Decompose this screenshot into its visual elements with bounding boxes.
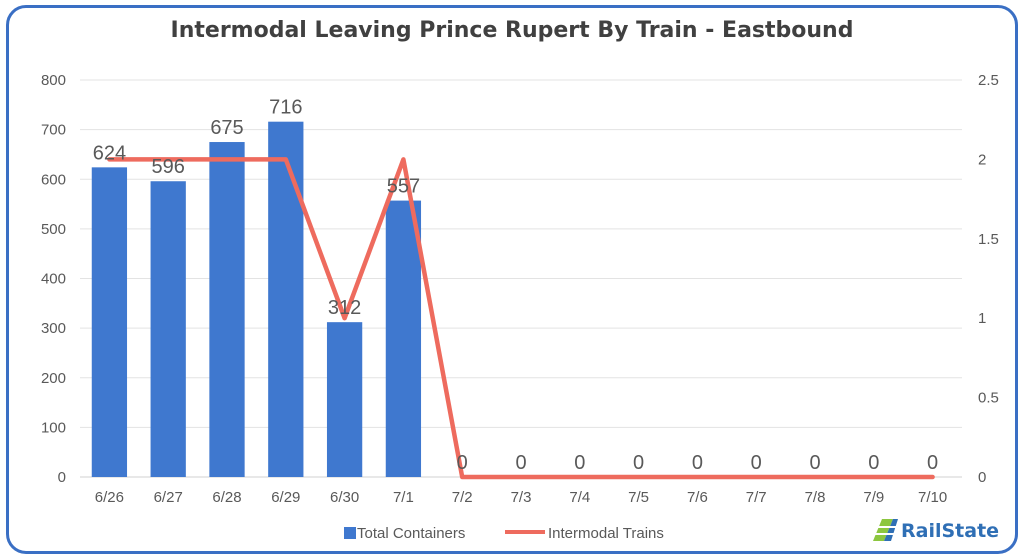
- y-left-tick-label: 100: [41, 419, 66, 436]
- line-point: [108, 158, 110, 160]
- line-point: [402, 158, 404, 160]
- legend-label-total-containers: Total Containers: [357, 525, 465, 542]
- data-label: 0: [633, 452, 644, 474]
- x-tick-label: 7/9: [863, 489, 884, 506]
- data-label: 0: [927, 452, 938, 474]
- data-label: 0: [809, 452, 820, 474]
- railstate-logo-icon: [873, 519, 898, 541]
- data-label: 0: [692, 452, 703, 474]
- y-axis-right: 0 0.5 1 1.5 2 2.5: [978, 72, 999, 486]
- line-point: [696, 476, 698, 478]
- x-tick-label: 7/6: [687, 489, 708, 506]
- line-point: [638, 476, 640, 478]
- line-point: [461, 476, 463, 478]
- x-tick-label: 7/8: [805, 489, 826, 506]
- x-axis: 6/26 6/27 6/28 6/29 6/30 7/1 7/2 7/3 7/4 7/5 7/6 7/…: [95, 489, 947, 506]
- data-label: 0: [457, 452, 468, 474]
- data-label: 716: [269, 97, 302, 119]
- x-tick-label: 6/30: [330, 489, 359, 506]
- x-tick-label: 7/2: [452, 489, 473, 506]
- line-point: [344, 317, 346, 319]
- y-right-tick-label: 0.5: [978, 390, 999, 407]
- data-label: 0: [574, 452, 585, 474]
- x-tick-label: 7/3: [511, 489, 532, 506]
- data-label: 557: [387, 176, 420, 198]
- x-tick-label: 6/28: [212, 489, 241, 506]
- bar: [91, 167, 128, 477]
- y-axis-left: 0 100 200 300 400 500 600 700 800: [41, 72, 66, 486]
- line-point: [873, 476, 875, 478]
- y-right-tick-label: 1: [978, 310, 986, 327]
- line-series: [107, 157, 935, 480]
- data-label: 0: [751, 452, 762, 474]
- x-tick-label: 6/27: [154, 489, 183, 506]
- bar: [209, 142, 245, 477]
- y-right-tick-label: 0: [978, 469, 986, 486]
- data-label: 675: [210, 117, 243, 139]
- x-tick-label: 7/5: [628, 489, 649, 506]
- y-left-tick-label: 0: [58, 469, 66, 486]
- y-left-tick-label: 400: [41, 271, 66, 288]
- line-point: [755, 476, 757, 478]
- x-tick-label: 7/10: [918, 489, 947, 506]
- bar: [385, 200, 422, 477]
- data-label: 312: [328, 297, 361, 319]
- y-right-tick-label: 2: [978, 151, 986, 168]
- x-tick-label: 6/26: [95, 489, 124, 506]
- y-left-tick-label: 700: [41, 122, 66, 139]
- legend-label-intermodal-trains: Intermodal Trains: [548, 525, 664, 542]
- legend-swatch-total-containers: [344, 527, 356, 539]
- y-right-tick-label: 2.5: [978, 72, 999, 89]
- legend: Total Containers Intermodal Trains: [344, 525, 664, 542]
- x-tick-label: 6/29: [271, 489, 300, 506]
- bar: [150, 181, 186, 478]
- line-point: [167, 158, 169, 160]
- data-label: 0: [515, 452, 526, 474]
- x-tick-label: 7/7: [746, 489, 767, 506]
- brand-name: RailState: [901, 520, 999, 542]
- y-left-tick-label: 500: [41, 221, 66, 238]
- data-label: 596: [152, 156, 185, 178]
- bar-series: [91, 121, 422, 478]
- line-point: [814, 476, 816, 478]
- y-left-tick-label: 200: [41, 370, 66, 387]
- x-tick-label: 7/4: [569, 489, 590, 506]
- y-left-tick-label: 600: [41, 171, 66, 188]
- line-point: [285, 158, 287, 160]
- y-left-tick-label: 800: [41, 72, 66, 89]
- bar: [268, 121, 304, 477]
- line-point: [932, 476, 934, 478]
- data-label: 624: [93, 142, 126, 164]
- bar: [326, 322, 363, 477]
- y-right-tick-label: 1.5: [978, 231, 999, 248]
- line-point: [520, 476, 522, 478]
- x-tick-label: 7/1: [393, 489, 414, 506]
- chart-title: Intermodal Leaving Prince Rupert By Trai…: [171, 18, 854, 43]
- line-point: [579, 476, 581, 478]
- data-label: 0: [868, 452, 879, 474]
- line-point: [226, 158, 228, 160]
- data-labels: 624 596 675 716 312 557 0 0 0 0 0 0 0 0 0: [93, 97, 938, 474]
- brand-logo: RailState: [873, 519, 999, 542]
- y-left-tick-label: 300: [41, 320, 66, 337]
